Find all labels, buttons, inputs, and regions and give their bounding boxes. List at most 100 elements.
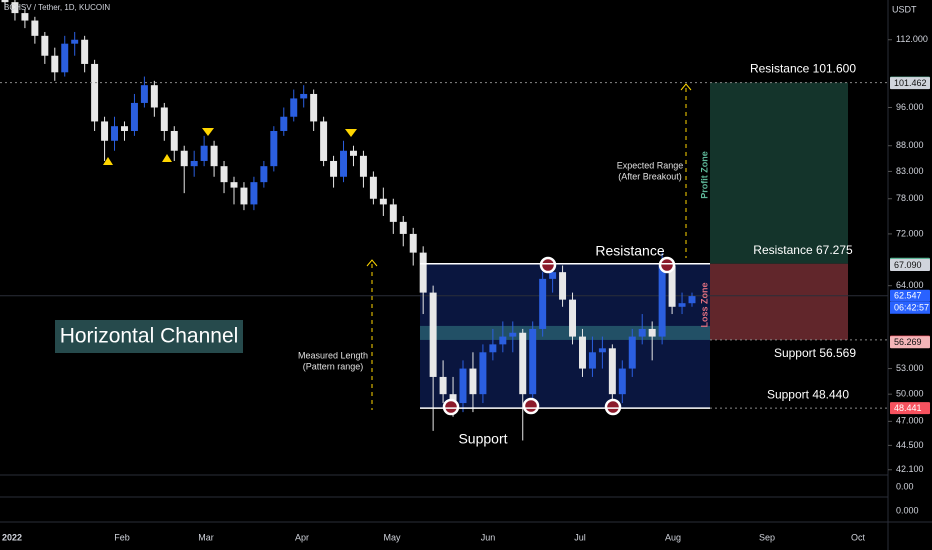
- candle-body: [369, 176, 377, 199]
- y-tick-label: 112.000: [896, 34, 928, 44]
- arrow-head: [680, 83, 692, 91]
- arrow-head: [366, 259, 378, 267]
- candle-body: [250, 182, 258, 205]
- candle-body: [120, 126, 128, 131]
- candle-body: [160, 107, 168, 131]
- triangle-up: [103, 157, 113, 165]
- pivot: [658, 256, 676, 274]
- loss-zone: Loss Zone: [699, 282, 709, 327]
- candle-body: [210, 145, 218, 167]
- candle-body: [509, 332, 517, 337]
- candle-body: [389, 204, 397, 222]
- candle-body: [499, 336, 507, 345]
- candle-body: [31, 20, 39, 36]
- pivot: [522, 397, 540, 415]
- candle-body: [349, 150, 357, 156]
- y-tick-label: 53.000: [896, 363, 924, 373]
- candle-body: [449, 394, 457, 404]
- candle-body: [41, 35, 49, 56]
- profit-zone-box: [710, 82, 848, 264]
- level-label: Support 48.440: [767, 387, 849, 401]
- candle-body: [140, 85, 148, 103]
- x-tick-label: 2022: [2, 532, 22, 542]
- price-tag-label: 48.441: [894, 403, 922, 413]
- symbol-title: BCHSV / Tether, 1D, KUCOIN: [4, 3, 110, 12]
- y-tick-label: 88.000: [896, 140, 924, 150]
- candle-body: [519, 332, 527, 395]
- candle-body: [529, 328, 537, 395]
- candle-body: [618, 368, 626, 395]
- candle-body: [598, 348, 606, 353]
- expected-range: (After Breakout): [618, 171, 682, 181]
- x-tick-label: Mar: [198, 532, 214, 542]
- candle-body: [320, 121, 328, 161]
- price-tag: [890, 258, 930, 271]
- y-tick-label: 78.000: [896, 193, 924, 203]
- candle-body: [91, 63, 99, 122]
- candle-body: [588, 352, 596, 369]
- support-label: Support: [458, 431, 507, 447]
- candle-body: [240, 187, 248, 205]
- x-tick-label: Feb: [114, 532, 130, 542]
- expected-range: Expected Range: [617, 160, 684, 170]
- candle-body: [678, 303, 686, 307]
- x-tick-label: Apr: [295, 532, 309, 542]
- price-tag: [890, 77, 930, 90]
- candle-body: [379, 198, 387, 205]
- candle-body: [668, 265, 676, 307]
- candle-body: [399, 221, 407, 234]
- candle-body: [61, 43, 69, 73]
- candle-body: [578, 336, 586, 369]
- candle-body: [81, 39, 89, 64]
- profit-zone: Profit Zone: [699, 151, 709, 199]
- triangle-up: [162, 154, 172, 162]
- measured-length: (Pattern range): [303, 361, 364, 371]
- candle-body: [300, 93, 308, 99]
- countdown: 06:42:57: [894, 303, 929, 313]
- candle-body: [459, 368, 467, 404]
- y-tick-label: 64.000: [896, 280, 924, 290]
- y-tick-label: 42.100: [896, 464, 924, 474]
- level-label: Support 56.569: [774, 346, 856, 360]
- candle-body: [280, 116, 288, 131]
- y-tick-label: 44.500: [896, 440, 924, 450]
- channel-midband: [420, 325, 710, 340]
- candle-body: [489, 344, 497, 353]
- candle-body: [11, 2, 19, 14]
- candle-body: [130, 102, 138, 131]
- candle-body: [628, 336, 636, 369]
- overlays: Horizontal Channel Resistance Support Ex…: [0, 3, 917, 447]
- price-tag: [890, 402, 930, 415]
- currency: USDT: [892, 4, 917, 14]
- candle-body: [429, 292, 437, 377]
- zones: [0, 82, 888, 409]
- candle-body: [71, 39, 79, 44]
- pivot: [604, 398, 622, 416]
- candle-body: [270, 130, 278, 167]
- x-tick-label: Aug: [665, 532, 681, 542]
- candle-body: [310, 93, 318, 122]
- level-label: Resistance 67.275: [753, 243, 853, 257]
- pane-label: 0.00: [896, 481, 914, 491]
- y-tick-label: 72.000: [896, 228, 924, 238]
- candle-body: [150, 85, 158, 108]
- candle-body: [479, 352, 487, 395]
- candle-body: [51, 55, 59, 73]
- candle-body: [170, 130, 178, 151]
- candle-body: [688, 296, 696, 304]
- price-tag: [890, 289, 930, 302]
- candle-body: [658, 265, 666, 337]
- candle-body: [409, 233, 417, 253]
- price-tag-label: 56.269: [894, 337, 922, 347]
- price-axis: 112.000 96.000 88.000 83.000 78.000 72.000 64.…: [2, 34, 930, 542]
- candle-body: [549, 272, 557, 279]
- candle-body: [359, 155, 367, 177]
- candle-body: [419, 252, 427, 293]
- y-tick-label: 96.000: [896, 102, 924, 112]
- level-label: Resistance 101.600: [750, 62, 856, 76]
- y-tick-label: 83.000: [896, 166, 924, 176]
- price-tag: [890, 336, 930, 349]
- price-tag-label: 62.547: [894, 291, 922, 301]
- candle-body: [200, 145, 208, 161]
